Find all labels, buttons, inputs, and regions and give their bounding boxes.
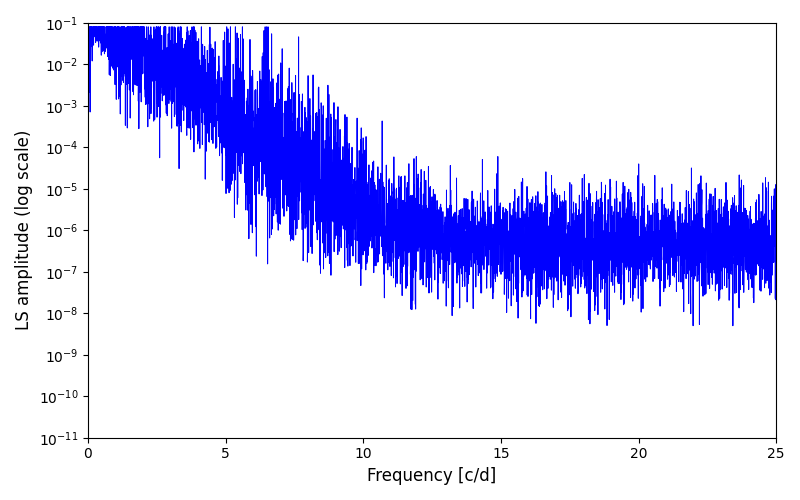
Y-axis label: LS amplitude (log scale): LS amplitude (log scale)	[15, 130, 33, 330]
X-axis label: Frequency [c/d]: Frequency [c/d]	[367, 467, 497, 485]
